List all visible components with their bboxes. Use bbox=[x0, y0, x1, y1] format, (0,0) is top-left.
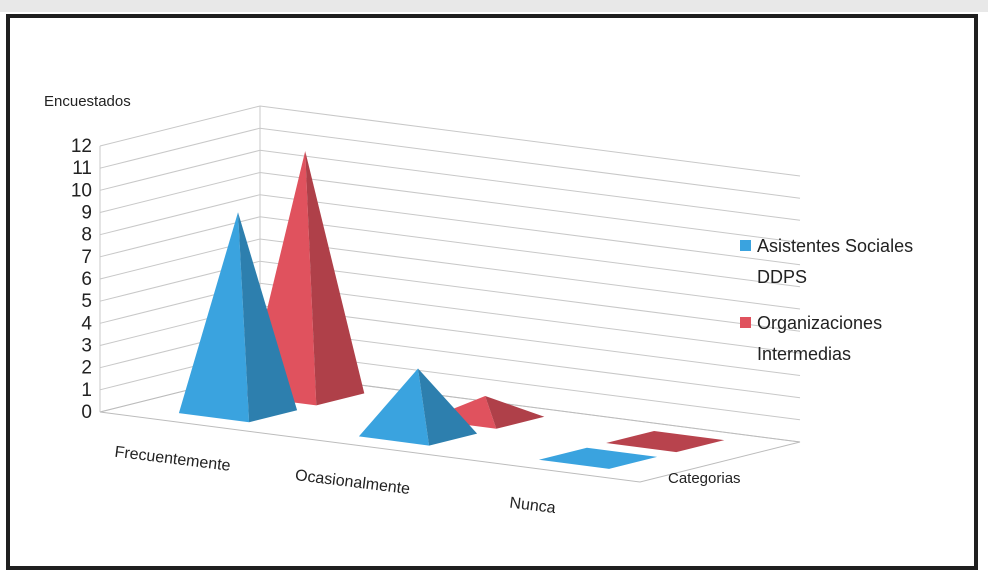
legend: Asistentes Sociales DDPS Organizaciones … bbox=[740, 236, 913, 364]
y-tick-label: 3 bbox=[81, 336, 92, 357]
gridline bbox=[99, 260, 801, 332]
y-tick-label: 10 bbox=[71, 180, 92, 201]
legend-label-asistentes-line1: Asistentes Sociales bbox=[757, 236, 913, 256]
x-tick-label: Frecuentemente bbox=[114, 444, 232, 475]
pyramid-organizaciones-2 bbox=[606, 431, 725, 453]
window-top-strip bbox=[0, 0, 988, 12]
gridline bbox=[99, 149, 801, 221]
y-tick-label: 5 bbox=[81, 291, 92, 312]
y-tick-label: 12 bbox=[71, 136, 92, 157]
gridline bbox=[99, 238, 801, 310]
y-tick-label: 4 bbox=[81, 313, 92, 334]
y-tick-label: 6 bbox=[81, 269, 92, 290]
x-tick-label: Nunca bbox=[509, 495, 557, 518]
gridline bbox=[99, 194, 801, 266]
grid-lines bbox=[99, 105, 801, 483]
gridline bbox=[99, 171, 801, 243]
gridline bbox=[99, 216, 801, 288]
legend-swatch-asistentes bbox=[740, 240, 751, 251]
y-tick-label: 7 bbox=[81, 247, 92, 268]
gridline bbox=[99, 127, 801, 199]
y-tick-label: 1 bbox=[81, 380, 92, 401]
y-axis-title: Encuestados bbox=[44, 93, 131, 110]
legend-swatch-organizaciones bbox=[740, 317, 751, 328]
legend-label-organizaciones-line2: Intermedias bbox=[757, 344, 851, 364]
pyramid-asistentes-2 bbox=[538, 447, 658, 469]
y-tick-label: 9 bbox=[81, 203, 92, 224]
gridline bbox=[99, 105, 801, 177]
y-tick-label: 0 bbox=[81, 402, 92, 423]
y-tick-label: 11 bbox=[72, 158, 92, 179]
legend-item-organizaciones: Organizaciones Intermedias bbox=[740, 313, 882, 364]
chart-frame bbox=[6, 14, 978, 570]
pyramids bbox=[178, 151, 725, 469]
pyramid-asistentes-0 bbox=[178, 212, 298, 423]
legend-label-organizaciones-line1: Organizaciones bbox=[757, 313, 882, 333]
y-tick-label: 8 bbox=[81, 225, 92, 246]
x-tick-labels: Frecuentemente Ocasionalmente Nunca bbox=[114, 444, 557, 517]
x-axis-title: Categorias bbox=[668, 470, 741, 487]
legend-item-asistentes: Asistentes Sociales DDPS bbox=[740, 236, 913, 287]
x-tick-label: Ocasionalmente bbox=[294, 467, 411, 498]
pyramid-asistentes-1 bbox=[358, 368, 478, 446]
y-tick-label: 2 bbox=[81, 358, 92, 379]
legend-label-asistentes-line2: DDPS bbox=[757, 267, 807, 287]
